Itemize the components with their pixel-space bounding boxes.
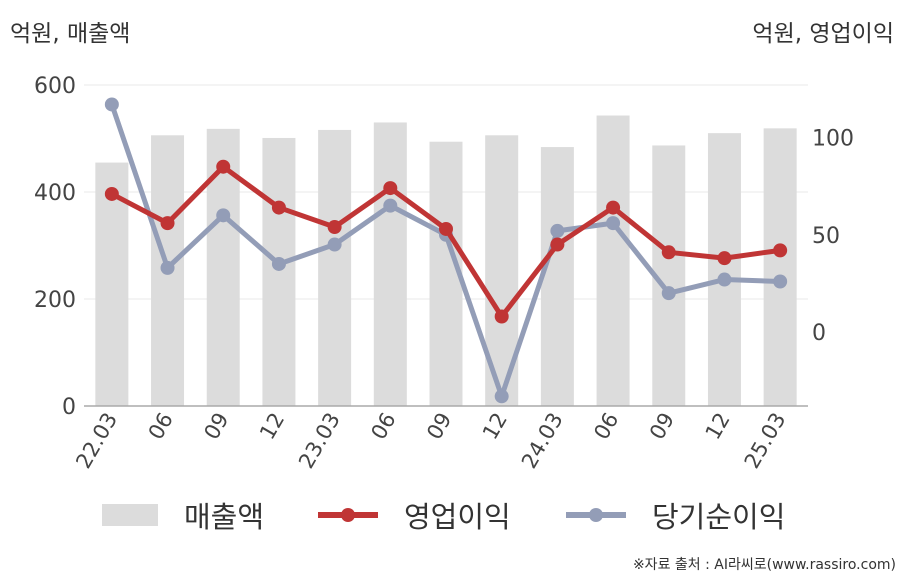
revenue-bar — [262, 137, 296, 406]
legend-swatch-net-income — [566, 504, 626, 526]
right-axis-unit: 억원, 영업이익 — [752, 21, 894, 47]
net-income-point — [773, 274, 788, 289]
right-tick-label: 100 — [812, 127, 854, 152]
operating-profit-point — [383, 181, 398, 196]
net-income-point — [216, 208, 231, 223]
legend-label-net-income: 당기순이익 — [652, 500, 786, 534]
revenue-bar — [318, 129, 352, 406]
left-tick-label: 200 — [34, 288, 76, 313]
x-tick-label: 25.03 — [740, 409, 791, 473]
x-tick-label: 09 — [199, 409, 233, 444]
legend-item-revenue: 매출액 — [102, 490, 264, 540]
operating-profit-point — [550, 237, 565, 252]
left-tick-label: 600 — [34, 74, 76, 99]
x-tick-label: 23.03 — [294, 409, 345, 473]
net-income-point — [606, 216, 621, 231]
legend-label-revenue: 매출액 — [184, 500, 265, 534]
legend-swatch-revenue — [102, 504, 158, 526]
x-tick-label: 12 — [478, 409, 512, 444]
operating-profit-point — [160, 216, 175, 231]
x-tick-label: 09 — [422, 409, 456, 444]
right-tick-label: 50 — [812, 224, 840, 249]
operating-profit-point — [439, 221, 453, 236]
legend-item-operating-profit: 영업이익 — [318, 490, 511, 540]
revenue-bar — [596, 115, 630, 407]
operating-profit-point — [717, 251, 732, 266]
source-note: ※자료 출처 : AI라씨로(www.rassiro.com) — [632, 557, 896, 573]
net-income-point — [160, 260, 175, 275]
operating-profit-point — [216, 159, 231, 174]
operating-profit-point — [327, 220, 342, 235]
revenue-bar — [95, 162, 129, 406]
net-income-point — [717, 272, 732, 287]
revenue-bar — [763, 128, 797, 406]
x-tick-label: 24.03 — [517, 409, 568, 473]
revenue-bars — [95, 115, 797, 407]
legend-item-net-income: 당기순이익 — [566, 490, 785, 540]
operating-profit-point — [661, 245, 676, 260]
net-income-point — [383, 198, 398, 213]
left-tick-label: 0 — [62, 395, 76, 420]
left-axis-unit: 억원, 매출액 — [10, 21, 131, 47]
x-tick-label: 12 — [701, 409, 735, 444]
legend-swatch-operating-profit — [318, 504, 378, 526]
net-income-point — [550, 223, 565, 238]
net-income-point — [327, 237, 342, 252]
legend: 매출액 영업이익 당기순이익 — [0, 490, 908, 540]
operating-profit-point — [606, 200, 621, 215]
x-tick-label: 12 — [255, 409, 289, 444]
net-income-point — [494, 389, 509, 404]
revenue-bar — [373, 122, 407, 406]
x-tick-label: 09 — [645, 409, 679, 444]
net-income-point — [661, 286, 676, 301]
operating-profit-point — [494, 309, 509, 324]
operating-profit-point — [773, 243, 788, 258]
operating-profit-point — [271, 200, 286, 215]
revenue-bar — [540, 147, 574, 406]
x-tick-label: 06 — [366, 409, 400, 444]
revenue-bar — [707, 133, 741, 406]
net-income-point — [104, 97, 119, 112]
x-tick-label: 06 — [589, 409, 623, 444]
net-income-point — [271, 256, 286, 271]
legend-label-operating-profit: 영업이익 — [404, 500, 511, 534]
profit-lines — [104, 97, 788, 404]
left-tick-label: 400 — [34, 181, 76, 206]
operating-profit-point — [104, 186, 119, 201]
x-tick-label: 06 — [144, 409, 178, 444]
x-tick-label: 22.03 — [71, 409, 122, 473]
right-tick-label: 0 — [812, 321, 826, 346]
